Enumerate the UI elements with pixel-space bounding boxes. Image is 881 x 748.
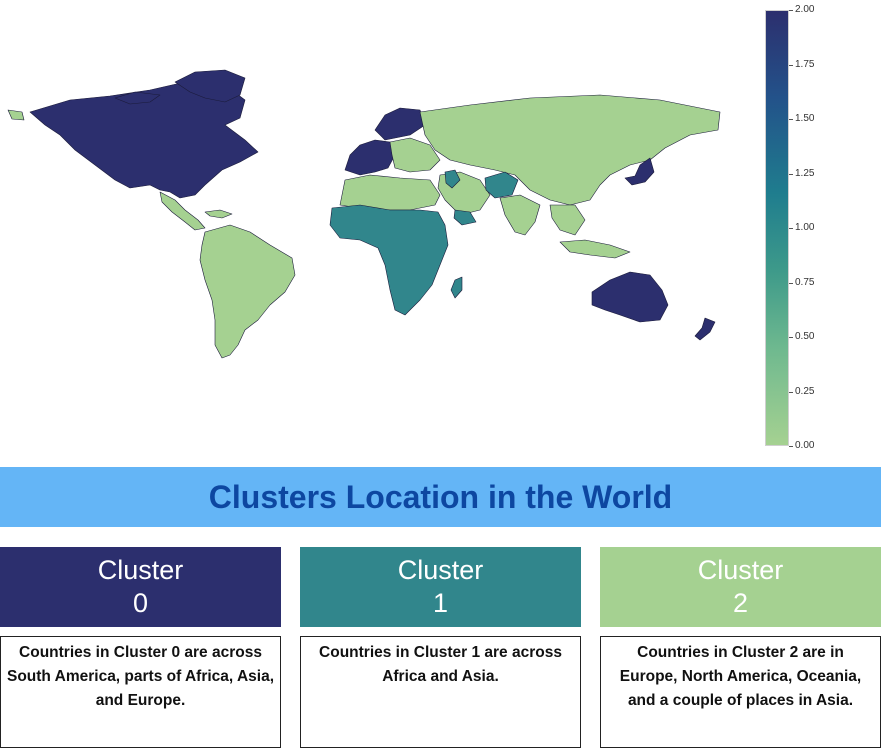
colorbar-tick-mark <box>789 119 793 120</box>
cluster-2-label: Cluster <box>697 555 784 585</box>
cluster-1-header: Cluster 1 <box>300 547 581 627</box>
region-madagascar <box>450 276 463 299</box>
region-scandinavia <box>374 107 426 141</box>
colorbar-tick-label: 0.75 <box>795 276 815 288</box>
region-iran-area <box>444 169 461 189</box>
colorbar-tick-label: 1.50 <box>795 113 815 124</box>
colorbar-tick-label: 0.00 <box>795 440 815 451</box>
region-afghanistan-pakistan <box>484 171 519 199</box>
region-australia <box>591 271 669 323</box>
colorbar-tick-mark <box>789 337 793 338</box>
region-west-islands <box>7 109 25 121</box>
colorbar-tick-mark <box>789 173 793 175</box>
region-japan <box>624 157 655 186</box>
cluster-1-description: Countries in Cluster 1 are across Africa… <box>300 636 581 748</box>
colorbar-tick-mark <box>789 282 793 284</box>
region-caribbean <box>204 209 233 219</box>
colorbar-tick-label: 1.75 <box>795 58 815 70</box>
title-banner: Clusters Location in the World <box>0 467 881 527</box>
region-south-asia <box>499 194 541 236</box>
colorbar-tick-label: 0.50 <box>795 331 815 342</box>
cluster-0-label: Cluster <box>97 555 184 585</box>
colorbar-tick-mark <box>789 64 793 66</box>
cluster-0-number: 0 <box>132 588 149 618</box>
region-central-america <box>159 191 206 231</box>
colorbar-tick-mark <box>789 228 793 229</box>
region-south-america <box>199 224 296 359</box>
page-title: Clusters Location in the World <box>208 478 673 515</box>
region-western-europe <box>344 139 396 176</box>
region-russia-asia <box>419 94 721 206</box>
world-choropleth-map <box>7 69 721 359</box>
colorbar-tick-label: 2.00 <box>795 4 815 15</box>
cluster-0-header: Cluster 0 <box>0 547 281 627</box>
colorbar-tick-mark <box>789 391 793 393</box>
region-sub-saharan-africa <box>329 204 449 316</box>
region-new-zealand <box>694 317 716 341</box>
region-eastern-europe <box>389 137 441 173</box>
colorbar-tick-label: 1.25 <box>795 167 815 179</box>
region-arctic-islands <box>114 91 161 105</box>
region-southeast-asia <box>549 204 586 236</box>
cluster-2-number: 2 <box>732 588 749 618</box>
cluster-2-description: Countries in Cluster 2 are in Europe, No… <box>600 636 881 748</box>
colorbar-tick-mark <box>789 10 793 11</box>
region-indonesia <box>559 239 631 259</box>
colorbar-tick-label: 1.00 <box>795 222 815 233</box>
region-yemen <box>453 209 477 226</box>
cluster-1-number: 1 <box>432 588 449 618</box>
cluster-0-description: Countries in Cluster 0 are across South … <box>0 636 281 748</box>
cluster-1-label: Cluster <box>397 555 484 585</box>
colorbar-tick-label: 0.25 <box>795 385 815 397</box>
colorbar-tick-mark <box>789 446 793 447</box>
colorbar <box>765 10 789 446</box>
region-greenland <box>174 69 246 103</box>
cluster-2-header: Cluster 2 <box>600 547 881 627</box>
region-north-africa <box>339 174 441 211</box>
